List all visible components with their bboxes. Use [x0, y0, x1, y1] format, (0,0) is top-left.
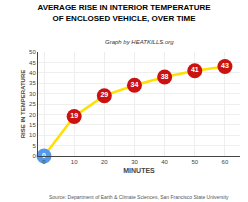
- svg-text:38: 38: [161, 73, 169, 80]
- svg-text:50: 50: [29, 49, 36, 55]
- svg-text:43: 43: [221, 62, 229, 69]
- svg-text:30: 30: [131, 159, 138, 165]
- svg-text:50: 50: [191, 159, 198, 165]
- svg-text:40: 40: [161, 159, 168, 165]
- svg-text:5: 5: [32, 143, 36, 149]
- svg-text:20: 20: [29, 112, 36, 118]
- svg-text:29: 29: [100, 91, 108, 98]
- svg-text:Graph by HEATKILLS.org: Graph by HEATKILLS.org: [105, 39, 174, 45]
- svg-text:Source: Department of Earth &: Source: Department of Earth & Climate Sc…: [49, 194, 229, 200]
- svg-text:0: 0: [42, 152, 46, 159]
- svg-text:60: 60: [222, 159, 229, 165]
- svg-text:30: 30: [29, 91, 36, 97]
- svg-text:MINUTES: MINUTES: [123, 167, 155, 174]
- svg-text:RISE IN TEMPERATURE: RISE IN TEMPERATURE: [20, 70, 26, 139]
- svg-text:35: 35: [29, 80, 36, 86]
- svg-text:AVERAGE RISE IN INTERIOR TEMPE: AVERAGE RISE IN INTERIOR TEMPERATUREOF E…: [37, 3, 211, 22]
- svg-text:15: 15: [29, 122, 36, 128]
- svg-text:34: 34: [131, 81, 139, 88]
- svg-text:19: 19: [70, 112, 78, 119]
- svg-text:10: 10: [71, 159, 78, 165]
- svg-text:45: 45: [29, 60, 36, 66]
- svg-text:41: 41: [191, 66, 199, 73]
- svg-text:0: 0: [32, 153, 36, 159]
- svg-text:20: 20: [101, 159, 108, 165]
- svg-text:40: 40: [29, 70, 36, 76]
- svg-text:0: 0: [42, 159, 46, 165]
- svg-text:10: 10: [29, 132, 36, 138]
- svg-text:25: 25: [29, 101, 36, 107]
